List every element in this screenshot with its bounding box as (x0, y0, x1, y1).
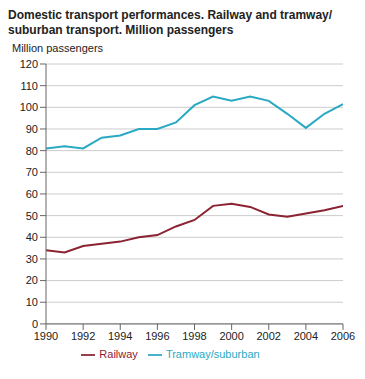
svg-text:50: 50 (26, 210, 38, 222)
svg-text:120: 120 (20, 58, 38, 70)
svg-text:2004: 2004 (294, 330, 318, 342)
svg-text:110: 110 (20, 80, 38, 92)
svg-text:40: 40 (26, 231, 38, 243)
html-text:Million passengers: Million passengers (12, 42, 104, 54)
svg-text:30: 30 (26, 253, 38, 265)
svg-text:20: 20 (26, 274, 38, 286)
svg-text:2002: 2002 (257, 330, 281, 342)
svg-text:90: 90 (26, 123, 38, 135)
svg-text:1990: 1990 (34, 330, 58, 342)
svg-text:1998: 1998 (182, 330, 206, 342)
svg-text:1992: 1992 (71, 330, 95, 342)
html-text:Domestic transport performance: Domestic transport performances. Railway… (8, 8, 333, 37)
svg-text:10: 10 (26, 296, 38, 308)
svg-text:100: 100 (20, 101, 38, 113)
svg-text:1996: 1996 (145, 330, 169, 342)
svg-text:2006: 2006 (331, 330, 355, 342)
html-text:Railway: Railway (99, 347, 138, 360)
svg-text:80: 80 (26, 145, 38, 157)
svg-text:0: 0 (32, 318, 38, 330)
svg-text:2000: 2000 (219, 330, 243, 342)
svg-text:70: 70 (26, 166, 38, 178)
svg-text:60: 60 (26, 188, 38, 200)
svg-text:1994: 1994 (108, 330, 132, 342)
html-text:Tramway/suburban: Tramway/suburban (165, 347, 260, 360)
